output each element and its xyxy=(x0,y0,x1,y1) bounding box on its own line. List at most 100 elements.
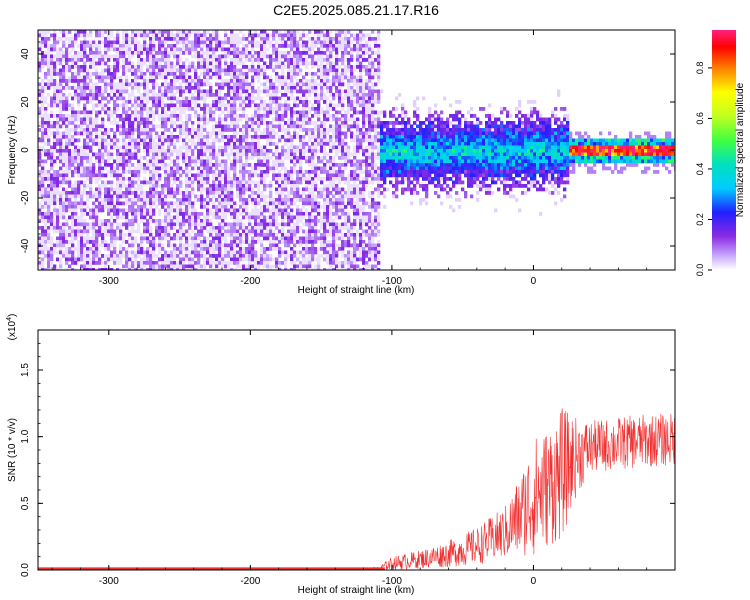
heatmap-cell xyxy=(59,236,63,241)
heatmap-cell xyxy=(269,44,273,48)
heatmap-cell xyxy=(149,65,153,69)
heatmap-cell xyxy=(254,89,258,94)
heatmap-cell xyxy=(116,187,120,192)
heatmap-cell xyxy=(317,159,321,164)
heatmap-cell xyxy=(224,180,228,185)
heatmap-cell xyxy=(230,184,234,188)
heatmap-cell xyxy=(155,226,159,230)
heatmap-cell xyxy=(281,128,285,132)
heatmap-cell xyxy=(323,117,327,122)
heatmap-cell xyxy=(275,233,279,237)
heatmap-cell xyxy=(302,177,306,181)
heatmap-cell xyxy=(299,149,303,153)
heatmap-cell xyxy=(275,58,279,62)
heatmap-cell xyxy=(266,236,270,241)
heatmap-cell xyxy=(230,208,234,213)
heatmap-cell xyxy=(308,138,312,143)
heatmap-cell xyxy=(200,222,204,227)
heatmap-cell xyxy=(224,93,228,97)
heatmap-cell xyxy=(302,142,306,146)
heatmap-cell xyxy=(134,212,138,216)
heatmap-cell xyxy=(101,184,105,188)
heatmap-cell xyxy=(221,226,225,230)
heatmap-cell xyxy=(140,110,144,115)
heatmap-cell xyxy=(47,65,51,69)
heatmap-cell xyxy=(188,215,192,220)
heatmap-cell xyxy=(146,222,150,227)
heatmap-cell xyxy=(164,114,168,118)
heatmap-cell xyxy=(227,128,231,132)
heatmap-cell xyxy=(80,191,84,195)
heatmap-cell xyxy=(260,261,264,265)
heatmap-cell xyxy=(182,264,186,269)
heatmap-cell xyxy=(152,177,156,181)
heatmap-cell xyxy=(140,184,144,188)
heatmap-cell xyxy=(311,184,315,188)
heatmap-cell xyxy=(299,128,303,132)
heatmap-cell xyxy=(50,131,54,136)
heatmap-cell xyxy=(80,117,84,122)
heatmap-cell xyxy=(128,201,132,206)
heatmap-cell xyxy=(248,250,252,255)
heatmap-cell xyxy=(230,37,234,41)
heatmap-cell xyxy=(56,156,60,160)
heatmap-cell xyxy=(119,128,123,132)
heatmap-cell xyxy=(263,250,267,255)
heatmap-cell xyxy=(314,194,318,199)
heatmap-cell xyxy=(170,124,174,129)
heatmap-cell xyxy=(290,212,294,216)
heatmap-cell xyxy=(152,96,156,101)
heatmap-cell xyxy=(164,198,168,202)
heatmap-cell xyxy=(269,243,273,248)
heatmap-cell xyxy=(275,243,279,248)
heatmap-cell xyxy=(248,222,252,227)
heatmap-cell xyxy=(326,159,330,164)
heatmap-cell xyxy=(260,100,264,104)
heatmap-cell xyxy=(83,149,87,153)
heatmap-cell xyxy=(116,128,120,132)
heatmap-cell xyxy=(65,219,69,223)
heatmap-cell xyxy=(53,131,57,136)
heatmap-cell xyxy=(149,180,153,185)
heatmap-cell xyxy=(182,268,186,270)
heatmap-cell xyxy=(188,82,192,87)
heatmap-cell xyxy=(98,257,102,262)
heatmap-cell xyxy=(158,222,162,227)
heatmap-cell xyxy=(104,184,108,188)
heatmap-cell xyxy=(53,173,57,178)
heatmap-cell xyxy=(194,33,198,38)
heatmap-cell xyxy=(296,68,300,73)
heatmap-cell xyxy=(56,187,60,192)
heatmap-cell xyxy=(110,208,114,213)
heatmap-cell xyxy=(233,37,237,41)
heatmap-cell xyxy=(116,65,120,69)
heatmap-cell xyxy=(326,79,330,83)
heatmap-cell xyxy=(224,51,228,55)
heatmap-cell xyxy=(236,243,240,248)
heatmap-cell xyxy=(287,191,291,195)
heatmap-cell xyxy=(74,89,78,94)
heatmap-cell xyxy=(122,236,126,241)
heatmap-cell xyxy=(218,226,222,230)
heatmap-cell xyxy=(167,257,171,262)
heatmap-cell xyxy=(167,191,171,195)
heatmap-cell xyxy=(116,257,120,262)
heatmap-cell xyxy=(236,72,240,76)
heatmap-cell xyxy=(41,173,45,178)
heatmap-cell xyxy=(173,33,177,38)
heatmap-cell xyxy=(191,222,195,227)
heatmap-cell xyxy=(167,58,171,62)
heatmap-cell xyxy=(272,135,276,139)
heatmap-cell xyxy=(227,254,231,258)
heatmap-cell xyxy=(86,254,90,258)
heatmap-cell xyxy=(149,110,153,115)
heatmap-cell xyxy=(188,219,192,223)
heatmap-cell xyxy=(47,44,51,48)
heatmap-cell xyxy=(269,226,273,230)
heatmap-cell xyxy=(173,250,177,255)
heatmap-cell xyxy=(134,229,138,234)
heatmap-cell xyxy=(221,44,225,48)
heatmap-cell xyxy=(200,124,204,129)
heatmap-cell xyxy=(56,257,60,262)
heatmap-cell xyxy=(221,191,225,195)
